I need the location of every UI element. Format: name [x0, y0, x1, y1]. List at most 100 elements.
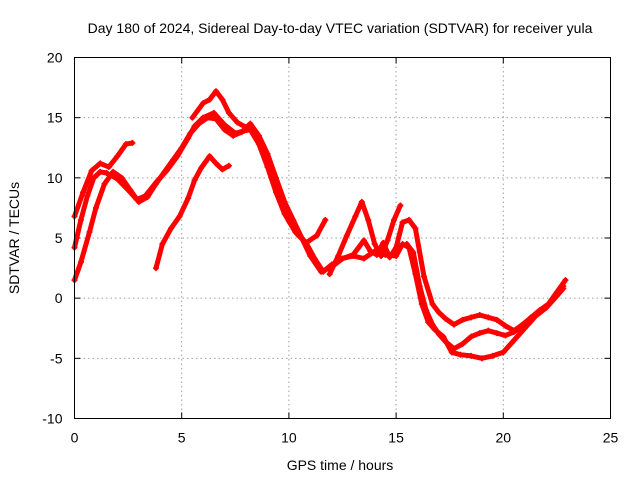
data-point [365, 216, 372, 223]
data-point [191, 177, 198, 184]
data-point [200, 100, 207, 107]
data-point [219, 166, 226, 173]
x-tick-label: 5 [178, 430, 186, 446]
data-point [360, 237, 367, 244]
y-axis-label: SDTVAR / TECUs [6, 182, 22, 294]
data-point [423, 307, 430, 314]
data-point [313, 232, 320, 239]
data-point [476, 330, 483, 337]
data-point [178, 144, 185, 151]
x-axis-label: GPS time / hours [287, 457, 394, 473]
data-layer [71, 88, 569, 362]
chart-title: Day 180 of 2024, Sidereal Day-to-day VTE… [88, 20, 593, 36]
data-point [189, 114, 196, 121]
y-tick-label: -10 [42, 411, 62, 427]
data-point [511, 328, 518, 335]
data-point [410, 249, 417, 256]
data-point [442, 338, 449, 345]
data-point [90, 174, 97, 181]
data-point [221, 126, 228, 133]
data-point [97, 160, 104, 167]
data-point [103, 170, 110, 177]
data-point [429, 301, 436, 308]
data-point [101, 180, 108, 187]
data-point [536, 309, 543, 316]
data-point [114, 153, 121, 160]
data-point [545, 301, 552, 308]
data-point [320, 268, 327, 275]
data-point [204, 114, 211, 121]
data-point [185, 195, 192, 202]
data-point [326, 271, 333, 278]
data-point [562, 277, 569, 284]
data-point [390, 216, 397, 223]
data-point [489, 352, 496, 359]
data-point [303, 239, 310, 246]
data-point [213, 160, 220, 167]
y-tick-label: 10 [47, 170, 63, 186]
data-point [122, 141, 129, 148]
data-point [335, 253, 342, 260]
data-point [238, 129, 245, 136]
data-point [285, 218, 292, 225]
data-point [152, 265, 159, 272]
data-point [213, 115, 220, 122]
data-point [448, 349, 455, 356]
y-tick-label: 0 [55, 290, 63, 306]
data-point [294, 231, 301, 238]
data-point [195, 120, 202, 127]
data-point [459, 340, 466, 347]
data-point [352, 213, 359, 220]
y-tick-label: 20 [47, 50, 63, 66]
data-point [197, 165, 204, 172]
data-point [202, 159, 209, 166]
data-point [405, 216, 412, 223]
data-point [519, 322, 526, 329]
data-point [384, 237, 391, 244]
x-tick-label: 20 [496, 430, 512, 446]
data-point [560, 283, 567, 290]
data-point [206, 153, 213, 160]
data-point [420, 273, 427, 280]
data-point [80, 189, 87, 196]
data-point [230, 132, 237, 139]
data-point [468, 333, 475, 340]
data-point [493, 316, 500, 323]
data-point [485, 314, 492, 321]
data-point [135, 198, 142, 205]
data-point [468, 352, 475, 359]
data-point [393, 253, 400, 260]
data-point [397, 202, 404, 209]
data-point [86, 228, 93, 235]
data-point [322, 216, 329, 223]
x-tick-label: 10 [281, 430, 297, 446]
data-point [77, 259, 84, 266]
x-tick-label: 25 [603, 430, 619, 446]
data-point [485, 327, 492, 334]
data-point [358, 198, 365, 205]
data-point [84, 192, 91, 199]
data-point [260, 144, 267, 151]
data-point [528, 314, 535, 321]
data-point [311, 255, 318, 262]
data-point [247, 120, 254, 127]
data-point [213, 88, 220, 95]
data-point [161, 168, 168, 175]
data-point [468, 314, 475, 321]
data-point [476, 312, 483, 319]
data-point [92, 204, 99, 211]
data-point [97, 168, 104, 175]
data-point [360, 255, 367, 262]
data-point [553, 292, 560, 299]
data-point [225, 162, 232, 169]
data-point [110, 168, 117, 175]
x-tick-label: 15 [388, 430, 404, 446]
data-point [210, 109, 217, 116]
data-point [243, 124, 250, 131]
data-point [435, 331, 442, 338]
series-line-track-1 [72, 140, 135, 219]
data-point [219, 96, 226, 103]
data-point [435, 309, 442, 316]
data-point [206, 96, 213, 103]
